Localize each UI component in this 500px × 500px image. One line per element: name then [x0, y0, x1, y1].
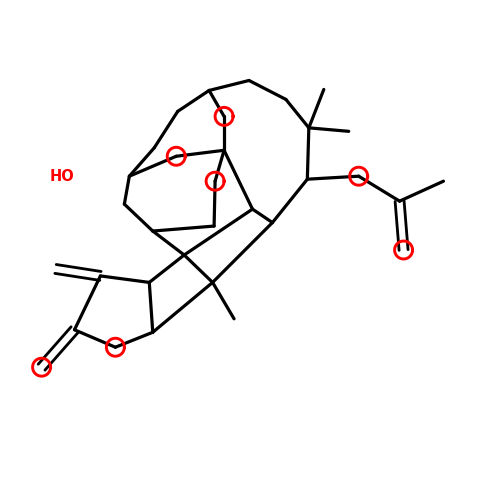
- Text: HO: HO: [50, 168, 74, 184]
